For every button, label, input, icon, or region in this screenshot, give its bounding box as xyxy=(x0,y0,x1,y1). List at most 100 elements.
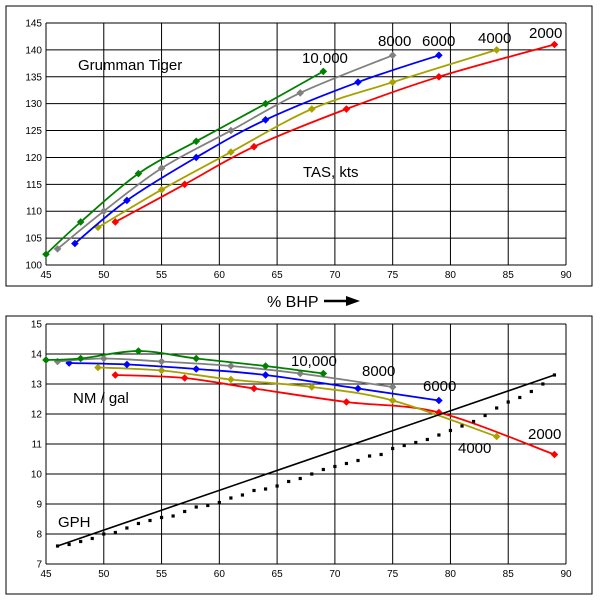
bot-y-tick-label: 13 xyxy=(31,380,43,391)
top-point-6000 xyxy=(354,78,362,86)
bot-point-gph xyxy=(529,389,533,394)
bot-point-gph xyxy=(402,443,406,448)
bot-point-10000 xyxy=(76,354,85,363)
bot-x-tick-label: 90 xyxy=(560,569,572,580)
top-point-4000 xyxy=(388,78,397,86)
bot-y-tick-label: 7 xyxy=(36,560,42,571)
bot-point-2000 xyxy=(550,450,559,459)
top-point-10000 xyxy=(261,99,270,108)
bot-point-4000 xyxy=(492,432,501,441)
bot-point-gph xyxy=(333,464,337,469)
bot-point-gph xyxy=(495,406,499,410)
top-point-6000 xyxy=(71,239,79,248)
bot-x-tick-label: 60 xyxy=(214,569,226,580)
top-y-tick-label: 135 xyxy=(25,72,42,83)
bot-x-tick-label: 65 xyxy=(272,569,284,580)
bot-point-gph xyxy=(460,424,464,428)
bot-y-tick-label: 11 xyxy=(32,440,43,451)
top-point-4000 xyxy=(157,185,166,194)
bot-point-gph xyxy=(125,526,129,530)
top-y-tick-label: 120 xyxy=(25,153,42,164)
top-point-8000 xyxy=(227,126,235,135)
bot-point-6000 xyxy=(435,396,443,405)
top-y-tick-label: 125 xyxy=(25,126,42,137)
bot-point-gph xyxy=(541,382,545,386)
top-point-4000 xyxy=(94,223,102,232)
bot-x-tick-label: 80 xyxy=(445,569,457,580)
bot-x-tick-label: 85 xyxy=(503,569,515,580)
top-point-8000 xyxy=(388,51,397,60)
bot-point-4000 xyxy=(388,396,397,405)
top-point-10000 xyxy=(42,250,50,259)
bot-point-8000 xyxy=(388,383,397,391)
gph-label: GPH xyxy=(58,514,91,531)
top-point-6000 xyxy=(192,153,201,162)
bot-x-tick-label: 70 xyxy=(329,569,341,580)
bot-point-gph xyxy=(55,544,60,548)
bot-point-gph xyxy=(194,505,198,509)
bot-point-4000 xyxy=(227,375,235,384)
bot-point-gph xyxy=(171,514,175,518)
bot-x-tick-label: 45 xyxy=(40,569,52,580)
bot-point-gph xyxy=(79,539,83,544)
top-point-10000 xyxy=(76,218,85,226)
bot-point-10000 xyxy=(261,362,270,370)
top-chart-frame xyxy=(5,5,593,287)
bot-label-8000: 8000 xyxy=(362,363,395,380)
top-point-2000 xyxy=(550,40,559,49)
bot-point-gph xyxy=(90,536,94,541)
top-point-8000 xyxy=(157,164,166,172)
top-chart: 45 50 55 60 65 70 75 80 85 90 100 105 110 115 120 125 13… xyxy=(25,19,572,282)
bot-point-gph xyxy=(252,488,256,493)
top-point-6000 xyxy=(435,51,443,60)
bot-point-6000 xyxy=(123,360,131,369)
top-x-tick-label: 85 xyxy=(503,270,515,281)
bot-point-10000 xyxy=(42,356,50,364)
bot-series-gph-trendline xyxy=(57,374,555,547)
top-x-tick-label: 60 xyxy=(214,270,226,281)
bot-point-gph xyxy=(471,419,476,424)
top-point-10000 xyxy=(134,169,143,178)
top-label-2000: 2000 xyxy=(529,25,562,42)
top-x-tick-label: 55 xyxy=(156,270,168,281)
top-x-tick-label: 50 xyxy=(98,270,110,281)
bot-point-gph xyxy=(275,484,279,488)
bot-point-gph xyxy=(113,530,117,535)
top-y-tick-label: 105 xyxy=(25,234,42,245)
bot-point-gph xyxy=(102,532,106,536)
top-y-tick-label: 145 xyxy=(25,19,42,30)
bot-point-gph xyxy=(148,518,152,523)
bot-y-tick-label: 9 xyxy=(36,500,42,511)
top-point-2000 xyxy=(180,180,189,189)
top-point-8000 xyxy=(296,89,305,97)
top-x-tick-label: 75 xyxy=(387,270,399,281)
bot-point-gph xyxy=(448,428,453,433)
bot-point-gph xyxy=(344,461,349,466)
bot-x-tick-label: 75 xyxy=(387,569,399,580)
bot-point-4000 xyxy=(94,363,102,372)
bot-point-2000 xyxy=(250,384,258,393)
bot-point-4000 xyxy=(157,366,166,375)
top-label-4000: 4000 xyxy=(478,30,511,47)
bot-point-gph xyxy=(240,493,245,497)
bot-label-6000: 6000 xyxy=(423,378,456,395)
bot-point-8000 xyxy=(157,357,166,366)
top-y-tick-label: 140 xyxy=(25,45,42,56)
bot-point-6000 xyxy=(354,384,362,393)
top-y-tick-label: 100 xyxy=(25,261,42,272)
bot-y-tick-label: 8 xyxy=(36,530,42,541)
bhp-axis-label: % BHP xyxy=(267,294,319,311)
top-label-6000: 6000 xyxy=(422,33,455,50)
bot-point-gph xyxy=(287,479,291,484)
bot-point-gph xyxy=(391,446,395,451)
top-point-10000 xyxy=(192,137,201,146)
nm-per-gal-label: NM / gal xyxy=(73,390,129,407)
bot-point-gph xyxy=(183,509,187,514)
bot-label-10000: 10,000 xyxy=(291,353,337,370)
bot-point-10000 xyxy=(319,369,328,378)
bot-point-gph xyxy=(159,515,164,520)
top-point-6000 xyxy=(123,196,131,205)
bot-point-gph xyxy=(310,472,314,476)
bot-point-2000 xyxy=(180,374,189,382)
